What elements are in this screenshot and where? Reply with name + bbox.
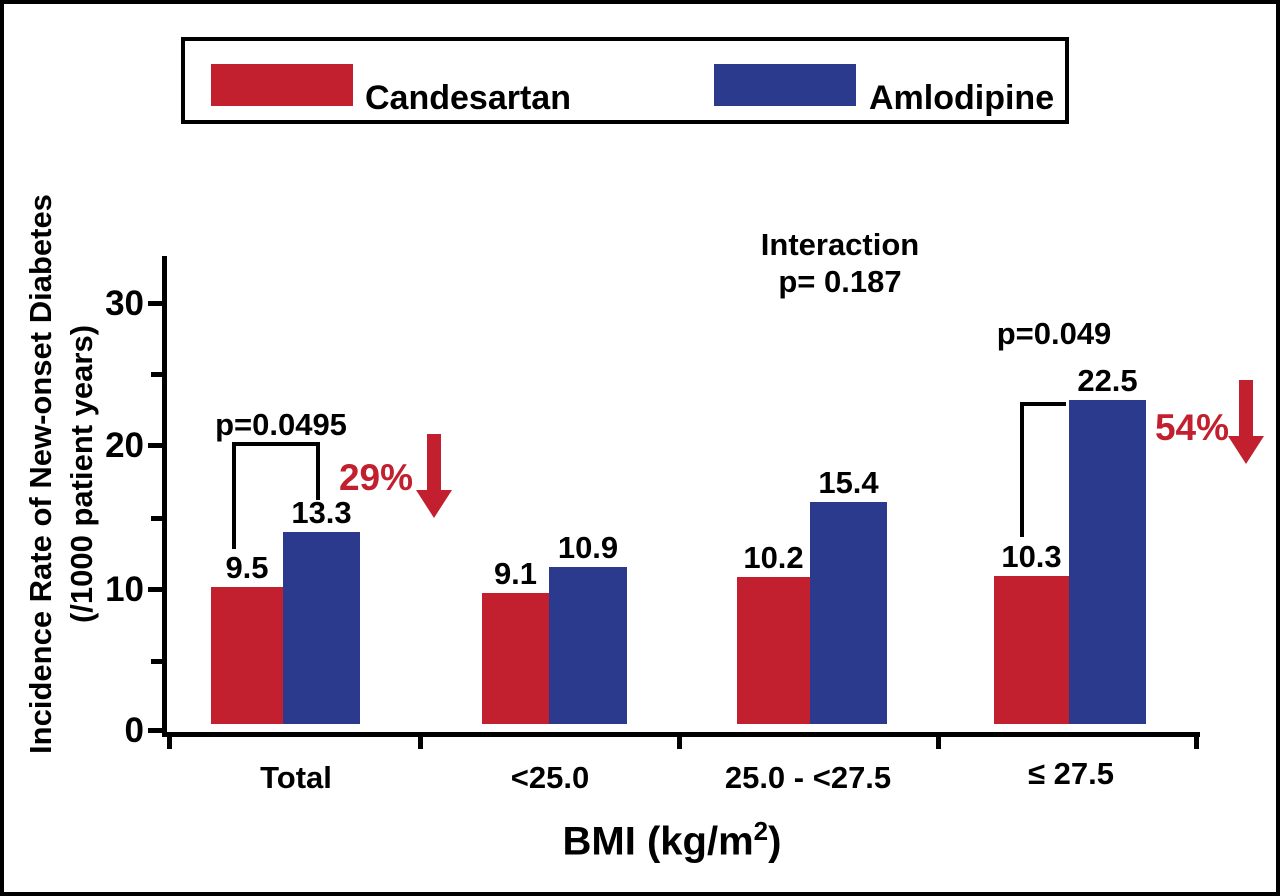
bracket-total-left [232,442,236,549]
bar-column: 15.4 [810,466,887,724]
x-tick [418,737,423,749]
legend-box: Candesartan Amlodipine [181,37,1069,124]
bar-amlodipine-25-to-27-5 [810,502,887,724]
bar-column: 22.5 [1069,364,1146,724]
bar-amlodipine-total [283,532,360,724]
bar-candesartan-over-27-5 [994,576,1069,724]
interaction-annotation: Interaction p= 0.187 [761,226,919,300]
bar-value-label: 13.3 [291,495,352,530]
bracket-total-right [316,442,320,500]
legend-swatch-amlodipine [714,64,856,106]
y-tick-label-10: 10 [105,570,144,609]
y-tick-0 [148,728,162,733]
bar-amlodipine-under-25 [549,567,627,724]
bar-column: 9.1 [482,557,549,724]
category-label-25-to-27-5: 25.0 - <27.5 [724,760,892,795]
bar-value-label: 22.5 [1077,363,1138,398]
bar-group-over-27-5: 10.3 22.5 [994,364,1146,724]
y-tick-20 [148,443,162,448]
reduction-total: 29% [338,457,414,498]
bar-value-label: 10.2 [743,540,804,575]
y-tick-label-20: 20 [105,426,144,465]
interaction-label: Interaction [760,227,920,262]
reduction-high-bmi: 54% [1154,407,1230,448]
x-tick [167,737,172,749]
bar-group-25-to-27-5: 10.2 15.4 [737,466,887,724]
x-axis-title-text: BMI (kg/m [562,819,754,864]
bar-column: 9.5 [211,551,283,724]
y-axis-title: Incidence Rate of New-onset Diabetes (/1… [20,194,102,754]
x-tick [936,737,941,749]
bar-value-label: 10.9 [557,530,619,565]
y-axis-line [162,256,167,737]
category-label-under-25: <25.0 [510,760,590,795]
down-arrow-icon [416,434,452,518]
legend-swatch-candesartan [211,64,353,106]
category-label-over-27-5: ≤ 27.5 [1028,756,1114,791]
y-axis-title-line2: (/1000 patient years) [64,324,99,624]
bar-column: 10.3 [994,540,1069,724]
bar-group-total: 9.5 13.3 [211,496,360,724]
legend-label-amlodipine: Amlodipine [869,79,1055,117]
bracket-high-bmi-horizontal [1020,402,1066,406]
bar-group-under-25: 9.1 10.9 [482,531,627,724]
bar-column: 13.3 [283,496,360,724]
x-tick [1194,737,1199,749]
p-value-total: p=0.0495 [215,407,347,442]
y-minor-tick-25 [151,372,162,377]
x-axis-title: BMI (kg/m2) [563,808,782,864]
x-tick [677,737,682,749]
y-tick-label-0: 0 [124,711,144,750]
legend-label-candesartan: Candesartan [365,79,571,117]
bar-amlodipine-over-27-5 [1069,400,1146,724]
bar-candesartan-under-25 [482,593,549,724]
bar-candesartan-25-to-27-5 [737,577,810,724]
x-axis-line [162,732,1200,737]
p-value-high-bmi: p=0.049 [996,316,1112,351]
bracket-total-horizontal [232,442,320,446]
interaction-p-value: p= 0.187 [778,264,902,299]
bracket-high-bmi-left [1020,402,1024,537]
down-arrow-icon [1228,380,1264,464]
y-minor-tick-5 [151,659,162,664]
bar-column: 10.2 [737,541,810,724]
x-axis-title-close: ) [768,819,782,864]
category-label-total: Total [260,760,332,795]
bar-value-label: 10.3 [1001,539,1062,574]
bar-value-label: 9.5 [225,550,269,585]
y-axis-title-line1: Incidence Rate of New-onset Diabetes [23,194,58,754]
bar-value-label: 9.1 [493,556,538,591]
y-minor-tick-15 [151,516,162,521]
y-tick-30 [148,301,162,306]
bar-candesartan-total [211,587,283,724]
y-tick-10 [148,587,162,592]
x-axis-title-superscript: 2 [753,816,769,846]
y-tick-label-30: 30 [105,284,144,323]
bar-column: 10.9 [549,531,627,724]
bar-value-label: 15.4 [818,465,879,500]
